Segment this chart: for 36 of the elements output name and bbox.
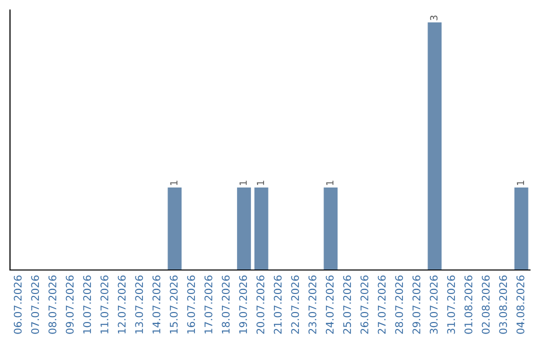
x-tick-label: 10.07.2026 [83, 276, 92, 334]
x-tick-label: 19.07.2026 [239, 276, 248, 334]
x-tick-label: 27.07.2026 [378, 276, 386, 334]
x-tick-label: 30.07.2026 [430, 276, 438, 334]
x-tick-label: 25.07.2026 [343, 276, 352, 334]
x-tick-label: 24.07.2026 [326, 276, 334, 334]
x-tick-label: 02.08.2026 [482, 276, 490, 334]
x-tick-label: 13.07.2026 [135, 276, 144, 334]
x-tick-label: 23.07.2026 [308, 276, 316, 334]
data-label: 1 [256, 180, 264, 186]
x-tick-label: 09.07.2026 [66, 276, 74, 334]
x-tick-label: 04.08.2026 [516, 276, 524, 334]
x-tick-label: 08.07.2026 [48, 276, 56, 334]
x-tick-label: 14.07.2026 [152, 276, 160, 334]
data-label: 1 [326, 180, 334, 186]
x-tick-label: 07.07.2026 [31, 276, 40, 334]
x-tick-label: 12.07.2026 [118, 276, 126, 334]
x-tick-label: 16.07.2026 [187, 276, 196, 334]
x-tick-label: 17.07.2026 [204, 276, 212, 334]
x-tick-label: 31.07.2026 [447, 276, 456, 334]
data-label: 1 [240, 180, 247, 186]
data-label: 1 [170, 180, 178, 186]
x-tick-label: 03.08.2026 [499, 276, 508, 334]
x-tick-label: 01.08.2026 [464, 276, 472, 334]
x-tick-label: 29.07.2026 [412, 276, 420, 334]
x-tick-label: 26.07.2026 [360, 276, 368, 334]
x-tick-label: 20.07.2026 [256, 276, 264, 334]
data-label: 3 [430, 16, 438, 20]
x-tick-label: 18.07.2026 [222, 276, 230, 334]
x-tick-label: 28.07.2026 [395, 276, 404, 334]
x-tick-label: 21.07.2026 [274, 276, 282, 334]
x-tick-label: 06.07.2026 [14, 276, 22, 334]
x-tick-label: 22.07.2026 [291, 276, 300, 334]
data-label: 1 [516, 180, 524, 186]
x-tick-label: 11.07.2026 [100, 276, 108, 334]
x-tick-label: 15.07.2026 [170, 276, 178, 334]
